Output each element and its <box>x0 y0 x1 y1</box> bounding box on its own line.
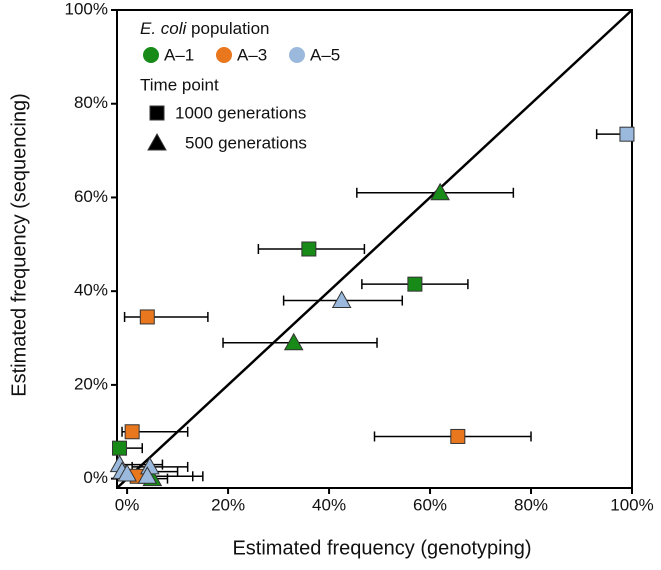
point <box>117 463 137 482</box>
marker-legend-swatch <box>147 132 167 151</box>
point <box>619 126 635 142</box>
y-tick-label: 20% <box>74 374 108 393</box>
point <box>137 466 158 484</box>
legend-label: A–1 <box>164 45 194 64</box>
x-axis-label: Estimated frequency (genotyping) <box>232 537 531 559</box>
legend-label: A–3 <box>237 45 267 64</box>
y-tick-label: 80% <box>74 93 108 112</box>
y-tick-label: 60% <box>74 187 108 206</box>
point <box>283 332 304 351</box>
point <box>112 440 128 456</box>
x-tick-label: 100% <box>610 495 653 514</box>
point <box>124 424 140 440</box>
legend-title-italic: E. coli <box>140 19 188 38</box>
x-tick-label: 0% <box>115 495 140 514</box>
y-tick-label: 40% <box>74 281 108 300</box>
point <box>301 241 317 257</box>
point <box>407 276 423 292</box>
marker-legend-label: 1000 generations <box>175 103 306 122</box>
point <box>450 428 466 444</box>
identity-line <box>116 9 633 489</box>
legend-swatch <box>289 47 305 63</box>
legend-swatch <box>216 47 232 63</box>
point <box>331 290 352 309</box>
legend-title-rest: population <box>191 19 269 38</box>
y-tick-label: 100% <box>65 0 108 18</box>
plot-frame <box>116 9 633 489</box>
marker-legend-title: Time point <box>140 75 219 94</box>
y-axis-label: Estimated frequency (sequencing) <box>8 93 30 397</box>
marker-legend-label: 500 generations <box>185 133 307 152</box>
legend-swatch <box>143 47 159 63</box>
y-tick-label: 0% <box>83 468 108 487</box>
legend-title: E. coli population <box>140 19 270 38</box>
x-tick-label: 60% <box>413 495 447 514</box>
x-tick-label: 20% <box>211 495 245 514</box>
point <box>430 182 450 201</box>
marker-legend-swatch <box>149 105 165 121</box>
x-tick-label: 80% <box>514 495 548 514</box>
point <box>139 309 155 325</box>
x-tick-label: 40% <box>312 495 346 514</box>
legend-label: A–5 <box>310 45 340 64</box>
